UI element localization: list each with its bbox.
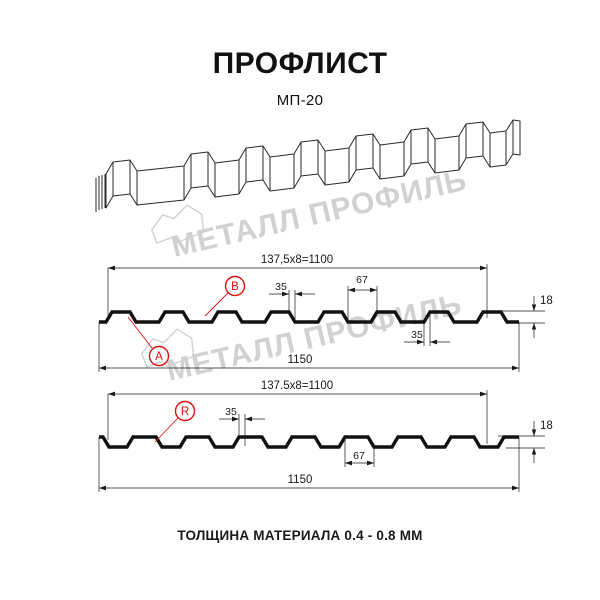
dim-35-right-top bbox=[404, 313, 450, 346]
marker-b-label: B bbox=[231, 281, 239, 293]
profile-section-ribs-up bbox=[99, 310, 519, 324]
title-block: ПРОФЛИСТ МП-20 bbox=[0, 48, 600, 109]
dim-label-1100-top: 137,5x8=1100 bbox=[261, 254, 333, 266]
marker-r-label: R bbox=[181, 406, 189, 418]
watermark-text: МЕТАЛЛ ПРОФИЛЬ bbox=[168, 164, 470, 264]
dim-label-67-bottom: 67 bbox=[353, 450, 365, 462]
profile-section-ribs-down bbox=[99, 435, 519, 449]
section-bottom-drawing: 137.5x8=1100 18 bbox=[98, 380, 553, 492]
dim-1150-top bbox=[98, 322, 520, 372]
material-thickness-caption: ТОЛЩИНА МАТЕРИАЛА 0.4 - 0.8 ММ bbox=[177, 528, 423, 543]
dim-67-bottom bbox=[344, 438, 375, 467]
dim-35-bottom bbox=[219, 414, 265, 446]
marker-r: R bbox=[154, 400, 196, 443]
dim-label-18-bottom: 18 bbox=[540, 420, 553, 432]
dim-1100-bottom bbox=[107, 390, 488, 444]
dim-label-1150-top: 1150 bbox=[288, 354, 313, 366]
page-subtitle: МП-20 bbox=[276, 91, 324, 109]
dim-18-bottom bbox=[498, 421, 545, 463]
dim-label-1150-bottom: 1150 bbox=[288, 474, 313, 486]
dim-1150-bottom bbox=[98, 437, 520, 492]
dim-67-top bbox=[347, 286, 378, 321]
dim-label-35-bottom: 35 bbox=[225, 406, 237, 418]
isometric-profile-view bbox=[95, 119, 521, 212]
page-title: ПРОФЛИСТ bbox=[212, 47, 388, 80]
dim-label-35-left-top: 35 bbox=[275, 281, 287, 293]
dim-label-67-top: 67 bbox=[356, 274, 368, 286]
dim-label-35-right-top: 35 bbox=[411, 329, 423, 341]
dim-35-left-top bbox=[269, 290, 315, 321]
dim-label-1100-bottom: 137.5x8=1100 bbox=[261, 380, 333, 392]
marker-a: A bbox=[127, 316, 170, 367]
section-top-drawing: 137,5x8=1100 18 bbox=[98, 254, 553, 372]
marker-a-label: A bbox=[155, 351, 163, 363]
footer-block: ТОЛЩИНА МАТЕРИАЛА 0.4 - 0.8 ММ bbox=[0, 528, 600, 543]
dim-18-top bbox=[501, 296, 545, 338]
dim-label-18-top: 18 bbox=[540, 295, 553, 307]
dim-1100-top bbox=[107, 264, 488, 318]
watermark-logo bbox=[151, 204, 205, 244]
watermark-upper: МЕТАЛЛ ПРОФИЛЬ bbox=[151, 164, 470, 264]
marker-b: B bbox=[204, 275, 246, 317]
